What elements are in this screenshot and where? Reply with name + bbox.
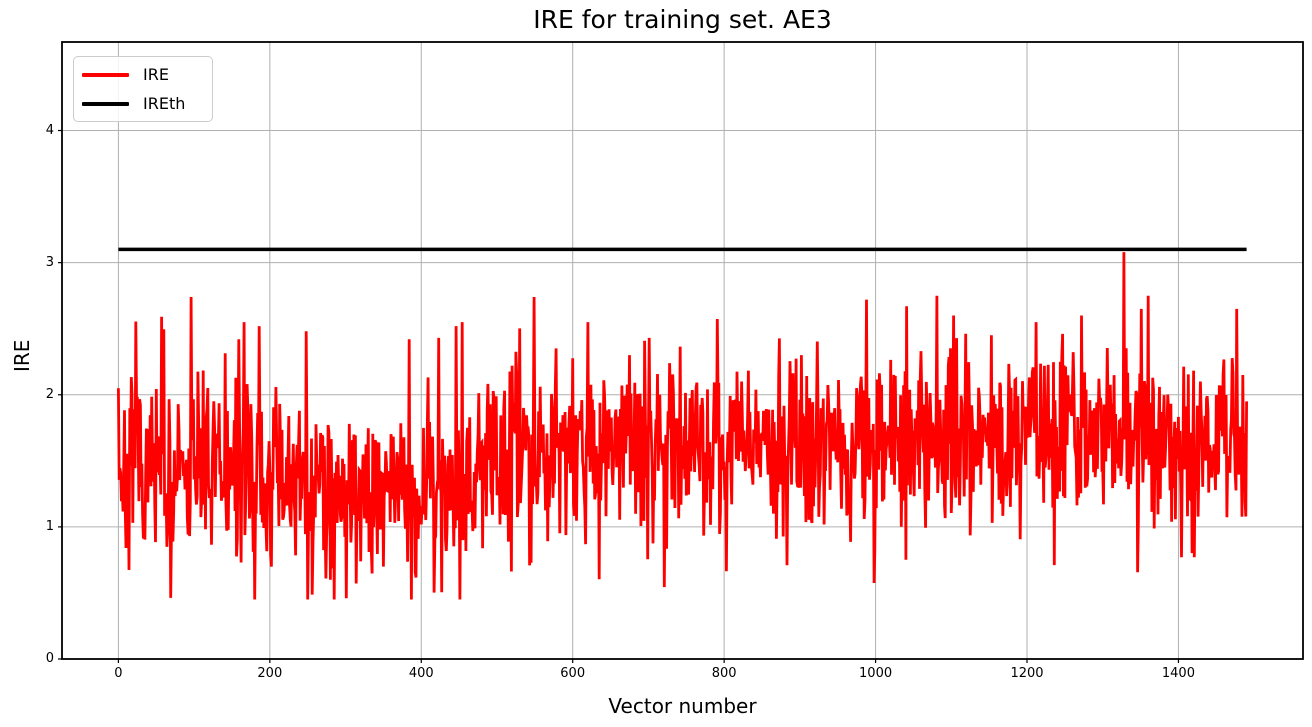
y-axis-label: IRE: [10, 339, 34, 372]
chart-title: IRE for training set. AE3: [533, 5, 832, 34]
legend: IRE IREth: [73, 56, 213, 122]
ireth-line-swatch: [82, 101, 129, 106]
grid-lines: [62, 42, 1303, 660]
legend-label-ireth: IREth: [143, 94, 186, 113]
plot-spines: [61, 41, 1304, 660]
series-ire-line: [117, 252, 1248, 600]
legend-item-ire: IRE: [82, 65, 212, 84]
legend-item-ireth: IREth: [82, 94, 212, 113]
legend-label-ire: IRE: [143, 65, 169, 84]
x-axis-label: Vector number: [608, 694, 757, 718]
ire-line-swatch: [82, 72, 129, 77]
